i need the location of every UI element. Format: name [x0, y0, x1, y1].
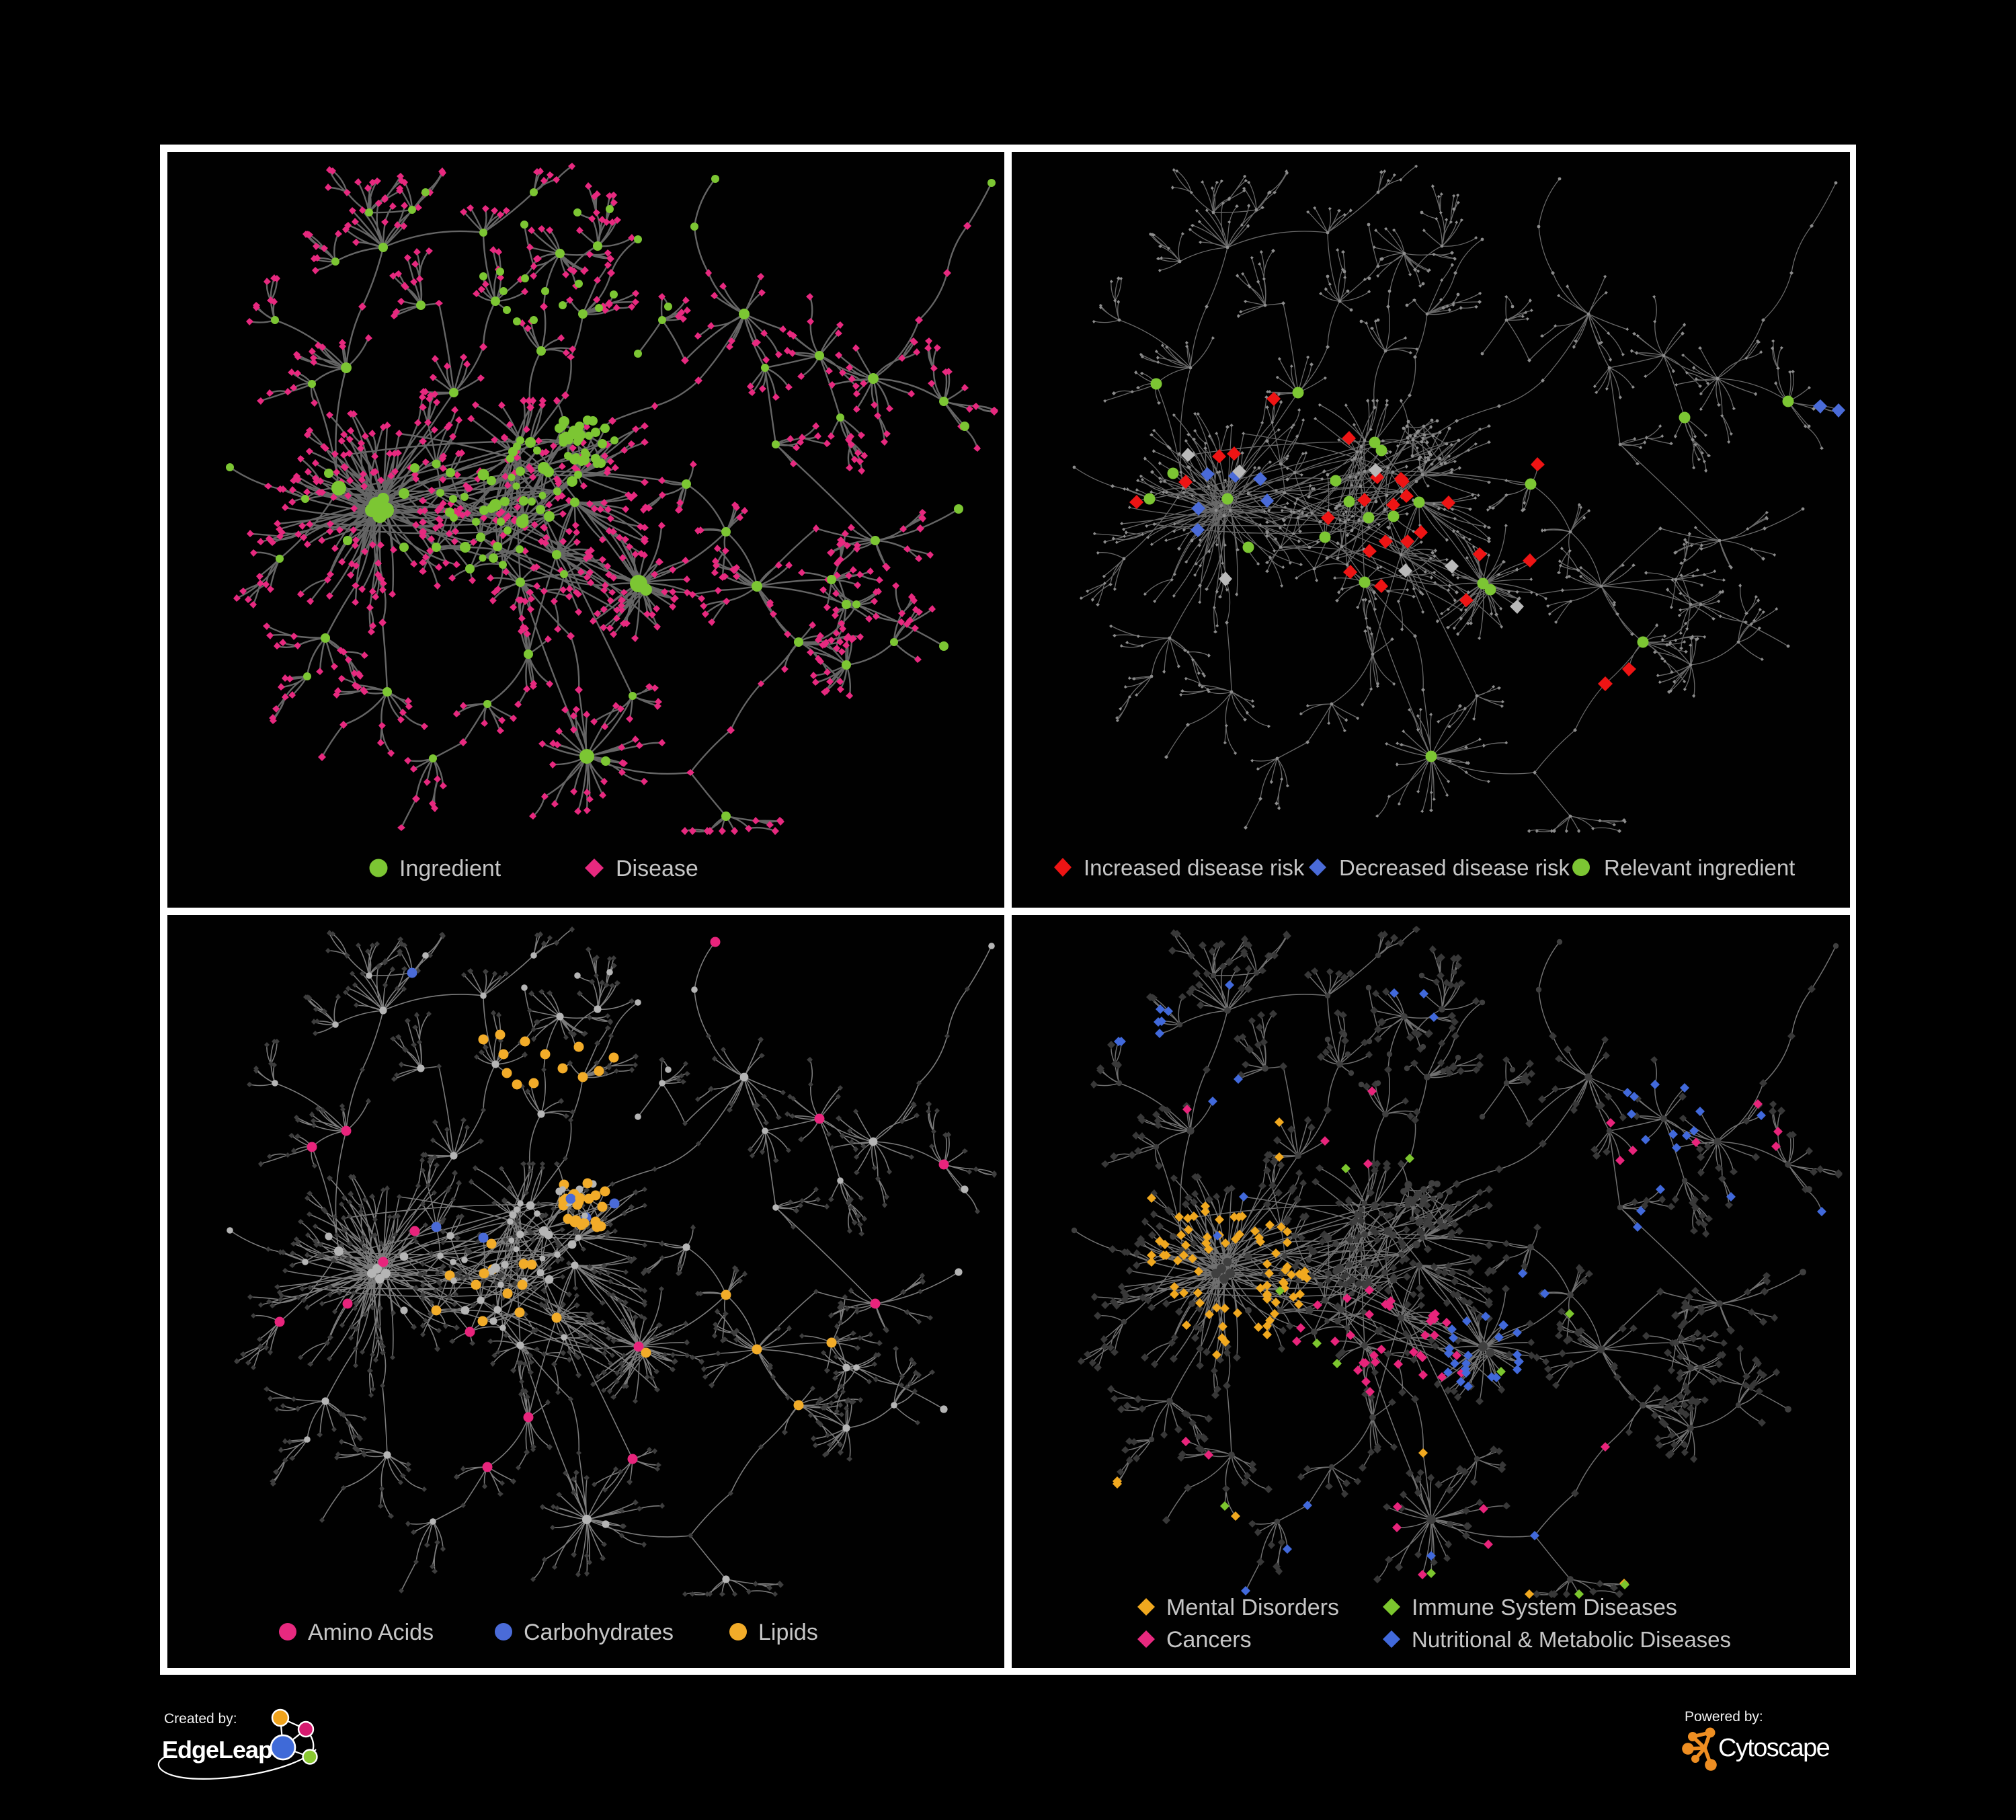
- svg-text:Decreased disease risk: Decreased disease risk: [1339, 855, 1570, 880]
- svg-text:Created by:: Created by:: [164, 1711, 237, 1727]
- svg-text:EdgeLeap: EdgeLeap: [162, 1736, 272, 1764]
- svg-text:Mental Disorders: Mental Disorders: [1166, 1595, 1339, 1620]
- svg-text:Disease: Disease: [616, 856, 698, 881]
- svg-text:Lipids: Lipids: [758, 1620, 818, 1645]
- svg-text:Cytoscape: Cytoscape: [1718, 1734, 1830, 1762]
- svg-text:Powered by:: Powered by:: [1685, 1709, 1763, 1725]
- svg-text:Cancers: Cancers: [1166, 1627, 1252, 1653]
- svg-text:Relevant ingredient: Relevant ingredient: [1604, 855, 1795, 880]
- svg-text:Carbohydrates: Carbohydrates: [524, 1620, 674, 1645]
- svg-text:Amino Acids: Amino Acids: [308, 1620, 434, 1645]
- svg-text:Nutritional & Metabolic Diseas: Nutritional & Metabolic Diseases: [1412, 1627, 1731, 1652]
- svg-text:Immune System Diseases: Immune System Diseases: [1412, 1595, 1677, 1620]
- svg-text:Ingredient: Ingredient: [399, 856, 501, 881]
- svg-text:Increased disease risk: Increased disease risk: [1084, 855, 1305, 880]
